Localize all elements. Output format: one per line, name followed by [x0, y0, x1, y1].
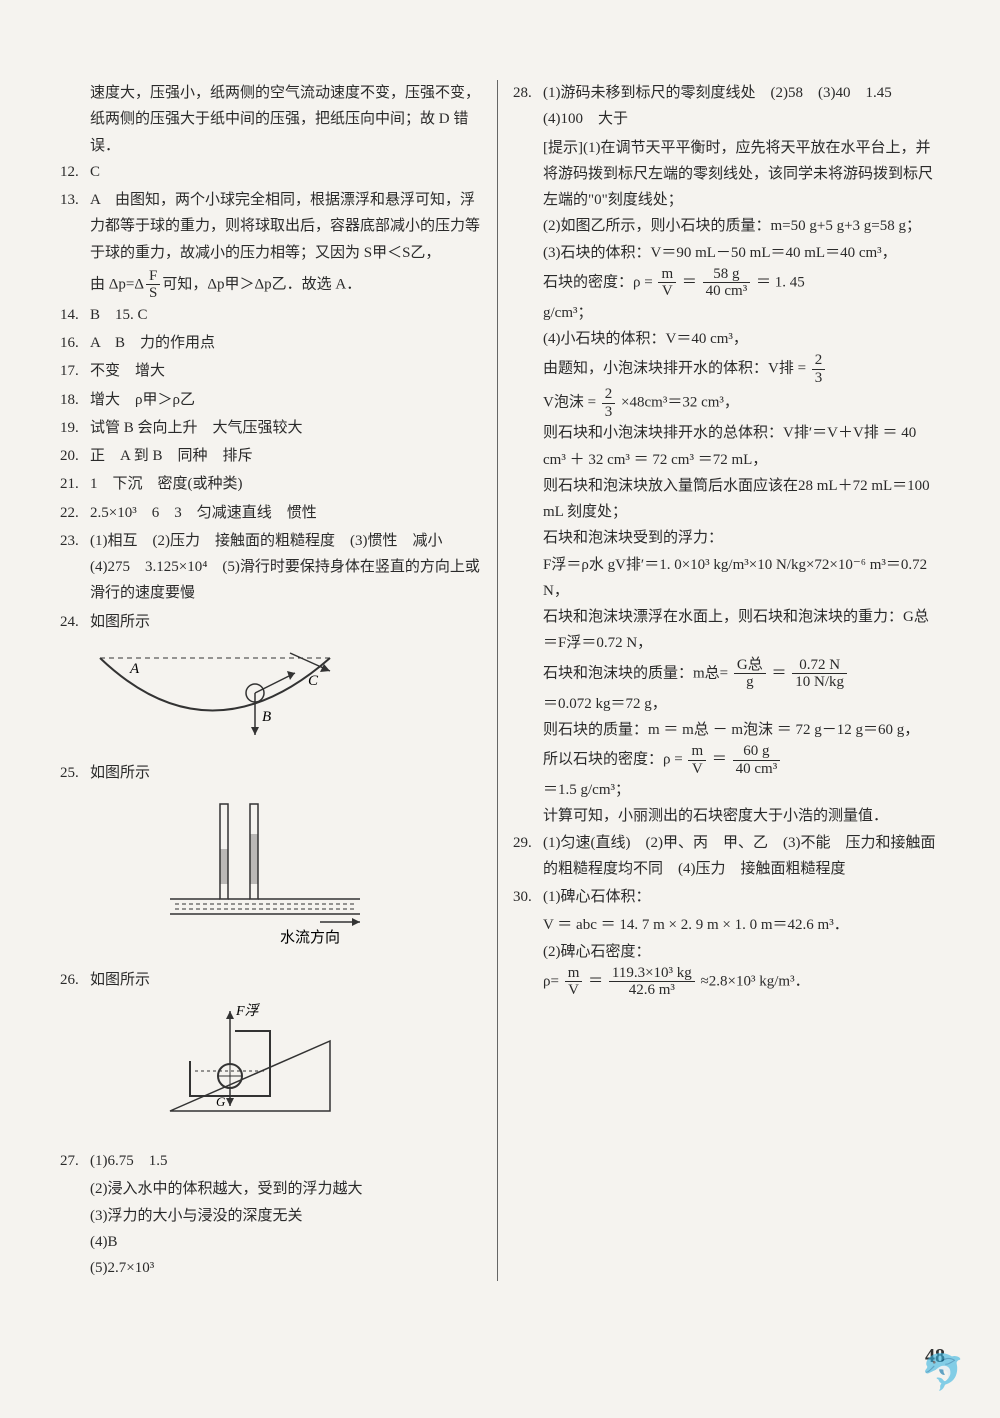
- answer-28-4l: 所以石块的密度：ρ = mV ＝ 60 g40 cm³: [513, 743, 940, 777]
- answer-28-4j: ＝0.072 kg＝72 g，: [513, 691, 940, 717]
- answer-28-4h: 石块和泡沫块漂浮在水面上，则石块和泡沫块的重力：G总＝F浮＝0.72 N，: [513, 604, 940, 657]
- answer-21: 21.1 下沉 密度(或种类): [60, 471, 487, 497]
- figure-24: A C B: [90, 643, 487, 752]
- answer-28-4d: 则石块和小泡沫块排开水的总体积：V排′＝V＋V排 ＝ 40 cm³ ＋ 32 c…: [513, 420, 940, 473]
- answer-28-3b: 石块的密度：ρ = mV ＝ 58 g40 cm³ ＝ 1. 45: [513, 266, 940, 300]
- answer-28-2: (2)如图乙所示，则小石块的质量：m=50 g+5 g+3 g=58 g；: [513, 213, 940, 239]
- answer-14-15: 14.B 15. C: [60, 302, 487, 328]
- page-container: 速度大，压强小，纸两侧的空气流动速度不变，压强不变，纸两侧的压强大于纸中间的压强…: [0, 0, 1000, 1321]
- answer-25: 25.如图所示: [60, 760, 487, 786]
- answer-28-hint: [提示](1)在调节天平平衡时，应先将天平放在水平台上，并将游码拨到标尺左端的零…: [513, 135, 940, 214]
- answer-12: 12.C: [60, 159, 487, 185]
- answer-28-3c: g/cm³；: [513, 300, 940, 326]
- svg-text:F浮: F浮: [235, 1003, 261, 1019]
- answer-30: 30.(1)碑心石体积：: [513, 884, 940, 910]
- answer-16: 16.A B 力的作用点: [60, 330, 487, 356]
- answer-28-3: (3)石块的体积：V＝90 mL－50 mL＝40 mL＝40 cm³，: [513, 240, 940, 266]
- left-column: 速度大，压强小，纸两侧的空气流动速度不变，压强不变，纸两侧的压强大于纸中间的压强…: [60, 80, 498, 1281]
- answer-27-5: (5)2.7×10³: [60, 1255, 487, 1281]
- answer-13-formula: 由 Δp=ΔFS可知，Δp甲＞Δp乙．故选 A．: [60, 268, 487, 302]
- svg-text:G: G: [216, 1094, 226, 1109]
- answer-13: 13.A 由图知，两个小球完全相同，根据漂浮和悬浮可知，浮力都等于球的重力，则将…: [60, 187, 487, 266]
- dolphin-icon: 🐬: [921, 1352, 965, 1393]
- answer-28-4i: 石块和泡沫块的质量：m总= G总g ＝ 0.72 N10 N/kg: [513, 657, 940, 691]
- svg-text:C: C: [308, 673, 319, 689]
- answer-22: 22.2.5×10³ 6 3 匀减速直线 惯性: [60, 500, 487, 526]
- figure-26: F浮 G: [160, 1001, 487, 1140]
- answer-28-4e: 则石块和泡沫块放入量筒后水面应该在28 mL＋72 mL＝100 mL 刻度处；: [513, 473, 940, 526]
- answer-28-4b: 由题知，小泡沫块排开水的体积：V排 = 23: [513, 352, 940, 386]
- figure-25: 水流方向: [160, 794, 487, 958]
- svg-text:水流方向: 水流方向: [280, 929, 340, 946]
- answer-28-4f: 石块和泡沫块受到的浮力：: [513, 525, 940, 551]
- answer-24: 24.如图所示: [60, 609, 487, 635]
- answer-26: 26.如图所示: [60, 967, 487, 993]
- svg-text:B: B: [262, 709, 271, 725]
- answer-30d: ρ= mV ＝ 119.3×10³ kg42.6 m³ ≈2.8×10³ kg/…: [513, 965, 940, 999]
- answer-28-4: (4)小石块的体积：V＝40 cm³，: [513, 326, 940, 352]
- answer-28-4m: ＝1.5 g/cm³；: [513, 777, 940, 803]
- answer-20: 20.正 A 到 B 同种 排斥: [60, 443, 487, 469]
- svg-text:A: A: [129, 661, 140, 677]
- answer-27-2: (2)浸入水中的体积越大，受到的浮力越大: [60, 1176, 487, 1202]
- answer-28-4k: 则石块的质量：m ＝ m总 － m泡沫 ＝ 72 g－12 g＝60 g，: [513, 717, 940, 743]
- answer-27-4: (4)B: [60, 1229, 487, 1255]
- answer-29: 29.(1)匀速(直线) (2)甲、丙 甲、乙 (3)不能 压力和接触面的粗糙程…: [513, 830, 940, 883]
- intro-text: 速度大，压强小，纸两侧的空气流动速度不变，压强不变，纸两侧的压强大于纸中间的压强…: [60, 80, 487, 159]
- answer-18: 18.增大 ρ甲＞ρ乙: [60, 387, 487, 413]
- answer-27: 27.(1)6.75 1.5: [60, 1148, 487, 1174]
- answer-30c: (2)碑心石密度：: [513, 939, 940, 965]
- answer-27-3: (3)浮力的大小与浸没的深度无关: [60, 1203, 487, 1229]
- answer-30b: V ＝ abc ＝ 14. 7 m × 2. 9 m × 1. 0 m＝42.6…: [513, 912, 940, 938]
- answer-28-4g: F浮＝ρ水 gV排′＝1. 0×10³ kg/m³×10 N/kg×72×10⁻…: [513, 552, 940, 605]
- answer-28: 28.(1)游码未移到标尺的零刻度线处 (2)58 (3)40 1.45 (4)…: [513, 80, 940, 133]
- answer-28-4n: 计算可知，小丽测出的石块密度大于小浩的测量值．: [513, 803, 940, 829]
- answer-23: 23.(1)相互 (2)压力 接触面的粗糙程度 (3)惯性 减小 (4)275 …: [60, 528, 487, 607]
- answer-19: 19.试管 B 会向上升 大气压强较大: [60, 415, 487, 441]
- answer-28-4c: V泡沫 = 23 ×48cm³＝32 cm³，: [513, 386, 940, 420]
- right-column: 28.(1)游码未移到标尺的零刻度线处 (2)58 (3)40 1.45 (4)…: [498, 80, 940, 1281]
- answer-17: 17.不变 增大: [60, 358, 487, 384]
